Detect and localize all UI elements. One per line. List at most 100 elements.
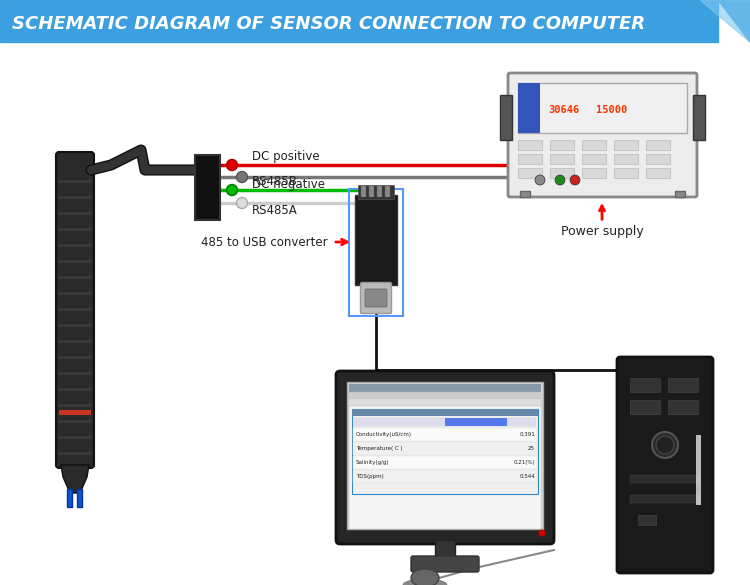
Bar (646, 168, 670, 178)
Bar (58, 276, 92, 279)
Bar (518, 83, 687, 133)
Bar (675, 191, 685, 197)
Bar (518, 83, 540, 133)
Bar (353, 470, 537, 483)
Bar (58, 356, 92, 359)
Bar (354, 418, 536, 426)
Bar (349, 406, 541, 529)
Bar (500, 95, 512, 140)
Text: 25: 25 (528, 446, 535, 451)
Text: 0.544: 0.544 (519, 474, 535, 479)
Bar (696, 435, 701, 505)
Circle shape (570, 175, 580, 185)
FancyBboxPatch shape (617, 357, 713, 573)
Bar (520, 191, 530, 197)
Bar (58, 308, 92, 311)
Circle shape (236, 171, 248, 183)
Bar (630, 495, 700, 503)
Bar (638, 515, 656, 525)
Bar (582, 140, 606, 150)
Circle shape (555, 175, 565, 185)
Text: DC positive: DC positive (252, 150, 320, 163)
Text: 30646: 30646 (548, 105, 579, 115)
Bar (58, 436, 92, 439)
Circle shape (226, 184, 238, 195)
Bar (347, 382, 543, 529)
Bar (352, 409, 538, 416)
Bar (518, 168, 542, 178)
Bar (385, 186, 390, 197)
Bar (58, 324, 92, 327)
Bar (353, 456, 537, 469)
Bar (58, 372, 92, 375)
Bar (646, 154, 670, 164)
Bar (349, 384, 541, 392)
Bar (58, 180, 92, 183)
Bar (582, 168, 606, 178)
Text: 0.391: 0.391 (519, 432, 535, 437)
Bar (518, 140, 542, 150)
Bar (630, 378, 660, 392)
Bar (67, 489, 72, 507)
Circle shape (226, 160, 238, 170)
Bar (582, 154, 606, 164)
Bar (0, 0, 718, 42)
Circle shape (538, 529, 545, 536)
Bar (550, 154, 574, 164)
Bar (358, 185, 394, 199)
Text: 0.21(%): 0.21(%) (513, 460, 535, 465)
FancyBboxPatch shape (56, 152, 94, 468)
Bar (377, 186, 382, 197)
Text: Conductivity(uS/cm): Conductivity(uS/cm) (356, 432, 412, 437)
Text: 15000: 15000 (596, 105, 627, 115)
Bar (630, 475, 700, 483)
Bar (58, 212, 92, 215)
Bar (58, 452, 92, 455)
FancyBboxPatch shape (336, 371, 554, 544)
Bar (550, 140, 574, 150)
Text: SCHEMATIC DIAGRAM OF SENSOR CONNECTION TO COMPUTER: SCHEMATIC DIAGRAM OF SENSOR CONNECTION T… (12, 15, 645, 33)
Bar (518, 154, 542, 164)
Bar (77, 489, 82, 507)
Text: TDS(ppm): TDS(ppm) (356, 474, 384, 479)
Bar (58, 228, 92, 231)
Text: 485 to USB converter: 485 to USB converter (201, 236, 328, 249)
Circle shape (535, 175, 545, 185)
FancyBboxPatch shape (411, 556, 479, 572)
Bar (349, 392, 541, 399)
Bar (58, 388, 92, 391)
Text: Salinity(g/g): Salinity(g/g) (356, 460, 389, 465)
Bar (550, 168, 574, 178)
Bar (646, 140, 670, 150)
Text: DC negative: DC negative (252, 178, 325, 191)
FancyBboxPatch shape (508, 73, 697, 197)
Text: Temperature( C ): Temperature( C ) (356, 446, 403, 451)
Text: RS485B: RS485B (252, 175, 298, 188)
Bar (614, 140, 638, 150)
Bar (435, 540, 455, 558)
Bar (445, 418, 507, 426)
Bar (58, 420, 92, 423)
Bar (352, 409, 538, 494)
Bar (58, 244, 92, 247)
Bar (668, 400, 698, 414)
Bar (58, 404, 92, 407)
FancyBboxPatch shape (361, 283, 392, 314)
Bar (361, 186, 366, 197)
Circle shape (236, 198, 248, 208)
Bar (58, 196, 92, 199)
Bar (693, 95, 705, 140)
Ellipse shape (403, 579, 447, 585)
Bar (630, 400, 660, 414)
Bar (355, 195, 397, 285)
Bar (349, 399, 541, 406)
Polygon shape (718, 0, 750, 42)
Bar (58, 292, 92, 295)
Bar (614, 154, 638, 164)
Polygon shape (700, 0, 750, 42)
Bar (195, 155, 220, 220)
Bar (353, 442, 537, 455)
Bar (349, 189, 403, 316)
Bar (59, 410, 91, 415)
Polygon shape (61, 465, 89, 493)
